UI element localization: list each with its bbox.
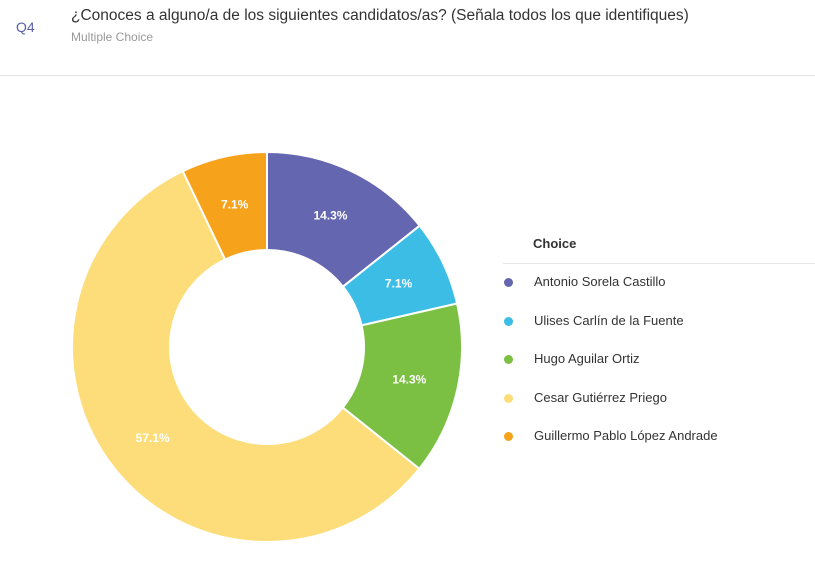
legend-label: Ulises Carlín de la Fuente bbox=[534, 312, 684, 328]
slice-label: 7.1% bbox=[221, 198, 249, 212]
slice-label: 14.3% bbox=[392, 373, 426, 387]
legend-item[interactable]: Cesar Gutiérrez Priego bbox=[503, 390, 815, 429]
legend-label: Cesar Gutiérrez Priego bbox=[534, 389, 667, 405]
legend: Choice Antonio Sorela Castillo Ulises Car… bbox=[503, 236, 815, 467]
legend-item[interactable]: Hugo Aguilar Ortiz bbox=[503, 351, 815, 390]
slice-label: 57.1% bbox=[136, 431, 170, 445]
legend-item[interactable]: Ulises Carlín de la Fuente bbox=[503, 313, 815, 352]
donut-slice[interactable] bbox=[266, 150, 422, 289]
legend-title: Choice bbox=[503, 236, 815, 264]
legend-dot-icon bbox=[504, 316, 513, 326]
question-number: Q4 bbox=[16, 19, 35, 35]
donut-slice[interactable] bbox=[71, 169, 421, 543]
slice-label: 7.1% bbox=[385, 277, 413, 291]
slice-label: 14.3% bbox=[313, 209, 347, 223]
legend-dot-icon bbox=[504, 393, 513, 403]
donut-slice[interactable] bbox=[341, 302, 463, 471]
legend-label: Guillermo Pablo López Andrade bbox=[534, 428, 718, 443]
legend-label: Hugo Aguilar Ortiz bbox=[534, 351, 640, 366]
question-title: ¿Conoces a alguno/a de los siguientes ca… bbox=[71, 7, 689, 24]
legend-item[interactable]: Antonio Sorela Castillo bbox=[503, 274, 815, 313]
legend-item[interactable]: Guillermo Pablo López Andrade bbox=[503, 428, 815, 467]
question-type: Multiple Choice bbox=[71, 30, 154, 44]
legend-dot-icon bbox=[504, 355, 513, 364]
legend-dot-icon bbox=[504, 278, 513, 287]
divider bbox=[0, 75, 815, 76]
donut-slice[interactable] bbox=[181, 150, 268, 261]
legend-label: Antonio Sorela Castillo bbox=[534, 274, 666, 289]
legend-dot-icon bbox=[504, 432, 513, 441]
